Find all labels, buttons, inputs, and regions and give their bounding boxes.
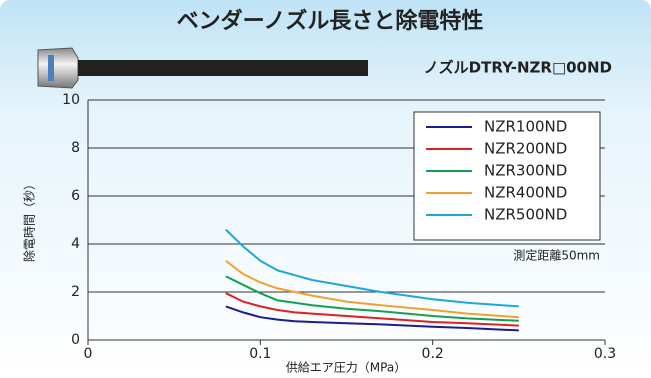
annotation: 測定距離50mm xyxy=(513,248,600,263)
legend-label: NZR500ND xyxy=(484,206,567,224)
y-tick-label: 6 xyxy=(71,188,80,204)
legend-label: NZR400ND xyxy=(484,184,567,202)
series-line xyxy=(225,292,519,327)
y-axis-label: 除電時間（秒） xyxy=(22,178,37,262)
series-line xyxy=(225,260,519,319)
y-tick-label: 10 xyxy=(62,92,80,108)
series-line xyxy=(225,275,519,322)
x-tick-label: 0 xyxy=(84,346,93,362)
legend-label: NZR300ND xyxy=(484,162,567,180)
x-tick-label: 0.3 xyxy=(594,346,616,362)
series-line xyxy=(225,305,519,332)
x-tick-label: 0.1 xyxy=(249,346,271,362)
chart-title: ベンダーノズル長さと除電特性 xyxy=(177,8,484,34)
subtitle: ノズルDTRY-NZR□00ND xyxy=(424,59,612,77)
x-tick-label: 0.2 xyxy=(422,346,444,362)
y-tick-label: 4 xyxy=(71,236,80,252)
nozzle-image xyxy=(37,47,368,89)
series-line xyxy=(225,228,519,308)
y-tick-label: 8 xyxy=(71,140,80,156)
legend-label: NZR100ND xyxy=(484,118,567,136)
x-axis-label: 供給エア圧力（MPa） xyxy=(286,361,406,375)
y-tick-label: 0 xyxy=(71,332,80,348)
legend-label: NZR200ND xyxy=(484,140,567,158)
legend-box xyxy=(413,111,601,241)
y-tick-label: 2 xyxy=(71,284,80,300)
